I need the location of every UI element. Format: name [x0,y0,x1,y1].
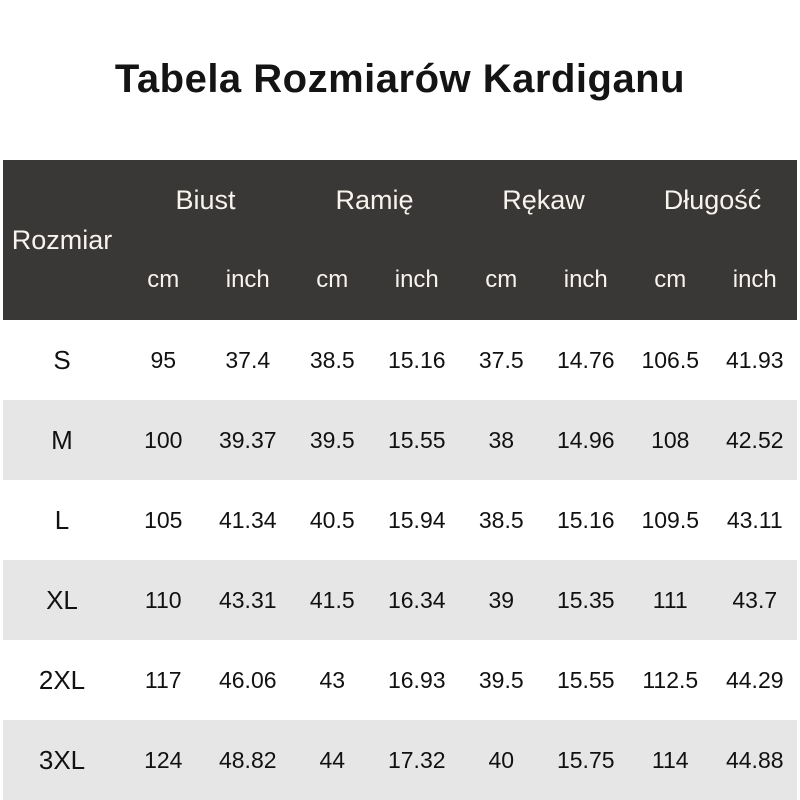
unit-header-rekaw-inch: inch [543,240,628,320]
measurement-cell: 41.5 [290,560,375,640]
measurement-cell: 14.76 [543,320,628,400]
measurement-cell: 16.93 [374,640,459,720]
unit-header-biust-inch: inch [205,240,290,320]
column-header-rozmiar: Rozmiar [3,160,121,320]
measurement-cell: 40.5 [290,480,375,560]
size-label: 2XL [3,640,121,720]
measurement-cell: 124 [121,720,206,800]
size-label: 3XL [3,720,121,800]
unit-header-biust-cm: cm [121,240,206,320]
measurement-cell: 43.31 [205,560,290,640]
table-row: S 95 37.4 38.5 15.16 37.5 14.76 106.5 41.93 [3,320,797,400]
unit-header-row: cm inch cm inch cm inch cm inch [3,240,797,320]
measurement-cell: 41.93 [712,320,797,400]
column-group-dlugosc: Długość [628,160,797,240]
measurement-cell: 108 [628,400,713,480]
measurement-cell: 117 [121,640,206,720]
table-row: 2XL 117 46.06 43 16.93 39.5 15.55 112.5 44.29 [3,640,797,720]
size-label: S [3,320,121,400]
measurement-cell: 38.5 [290,320,375,400]
measurement-cell: 46.06 [205,640,290,720]
measurement-cell: 38.5 [459,480,544,560]
measurement-cell: 38 [459,400,544,480]
measurement-cell: 37.5 [459,320,544,400]
measurement-cell: 15.55 [543,640,628,720]
table-header: Rozmiar Biust Ramię Rękaw Długość cm inc… [3,160,797,320]
size-label: L [3,480,121,560]
measurement-cell: 42.52 [712,400,797,480]
measurement-cell: 44 [290,720,375,800]
measurement-cell: 109.5 [628,480,713,560]
table-row: 3XL 124 48.82 44 17.32 40 15.75 114 44.88 [3,720,797,800]
size-table: Rozmiar Biust Ramię Rękaw Długość cm inc… [3,160,797,800]
unit-header-ramie-cm: cm [290,240,375,320]
measurement-cell: 48.82 [205,720,290,800]
table-row: M 100 39.37 39.5 15.55 38 14.96 108 42.52 [3,400,797,480]
measurement-cell: 17.32 [374,720,459,800]
measurement-cell: 114 [628,720,713,800]
measurement-cell: 16.34 [374,560,459,640]
unit-header-dlugosc-inch: inch [712,240,797,320]
measurement-cell: 95 [121,320,206,400]
measurement-cell: 43 [290,640,375,720]
measurement-cell: 15.94 [374,480,459,560]
table-row: L 105 41.34 40.5 15.94 38.5 15.16 109.5 43.11 [3,480,797,560]
measurement-cell: 14.96 [543,400,628,480]
page-title: Tabela Rozmiarów Kardiganu [114,57,686,101]
measurement-cell: 112.5 [628,640,713,720]
measurement-cell: 15.55 [374,400,459,480]
measurement-cell: 15.35 [543,560,628,640]
measurement-cell: 39.5 [290,400,375,480]
measurement-cell: 43.7 [712,560,797,640]
measurement-cell: 15.16 [543,480,628,560]
unit-header-rekaw-cm: cm [459,240,544,320]
table-row: XL 110 43.31 41.5 16.34 39 15.35 111 43.7 [3,560,797,640]
size-label: M [3,400,121,480]
measurement-cell: 106.5 [628,320,713,400]
measurement-cell: 39 [459,560,544,640]
table-body: S 95 37.4 38.5 15.16 37.5 14.76 106.5 41.93 M 100 3… [3,320,797,800]
group-header-row: Rozmiar Biust Ramię Rękaw Długość [3,160,797,320]
measurement-cell: 105 [121,480,206,560]
measurement-cell: 39.37 [205,400,290,480]
size-label: XL [3,560,121,640]
column-group-ramie: Ramię [290,160,459,240]
measurement-cell: 43.11 [712,480,797,560]
measurement-cell: 15.75 [543,720,628,800]
measurement-cell: 111 [628,560,713,640]
unit-header-dlugosc-cm: cm [628,240,713,320]
measurement-cell: 39.5 [459,640,544,720]
unit-header-ramie-inch: inch [374,240,459,320]
measurement-cell: 110 [121,560,206,640]
measurement-cell: 37.4 [205,320,290,400]
measurement-cell: 44.29 [712,640,797,720]
measurement-cell: 40 [459,720,544,800]
column-group-rekaw: Rękaw [459,160,628,240]
measurement-cell: 44.88 [712,720,797,800]
measurement-cell: 41.34 [205,480,290,560]
measurement-cell: 15.16 [374,320,459,400]
column-group-biust: Biust [121,160,290,240]
measurement-cell: 100 [121,400,206,480]
